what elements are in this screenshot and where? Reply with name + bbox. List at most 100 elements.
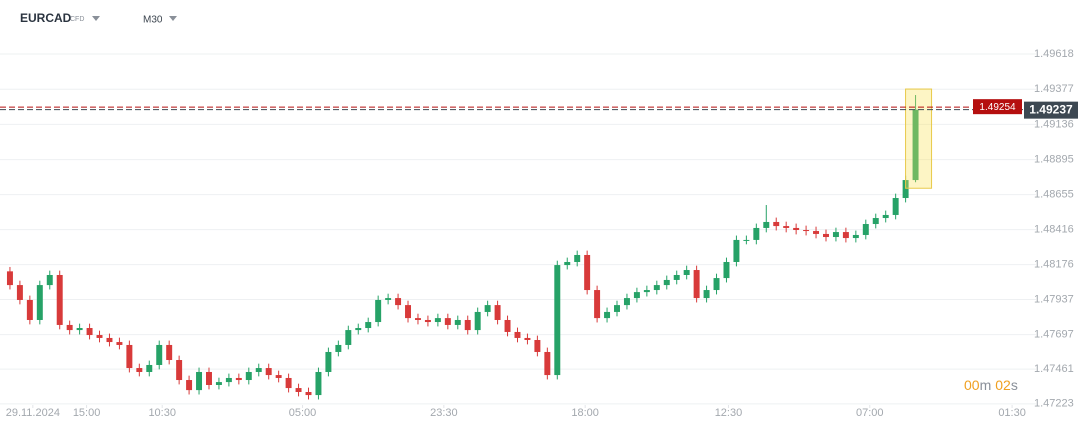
- candle-body: [225, 377, 232, 383]
- candle-body: [494, 305, 501, 320]
- candle-body: [663, 279, 670, 286]
- candle-body: [46, 274, 53, 286]
- candle-body: [66, 324, 73, 331]
- candle-body: [783, 226, 790, 228]
- candle-body: [315, 371, 322, 396]
- candle-body: [882, 214, 889, 219]
- candle-body: [26, 299, 33, 320]
- symbol-dropdown[interactable]: [92, 16, 100, 21]
- candle-body: [504, 319, 511, 332]
- candle-body: [196, 371, 203, 391]
- candle-body: [285, 377, 292, 389]
- instrument-type: CFD: [70, 16, 84, 23]
- y-tick-label: 1.49136: [1034, 118, 1074, 130]
- candle-body: [594, 290, 601, 319]
- x-tick-label: 01:30: [998, 407, 1026, 419]
- candle-body: [902, 180, 909, 199]
- candle-body: [832, 232, 839, 238]
- candle-body: [464, 319, 471, 331]
- candle-body: [554, 265, 561, 376]
- y-tick-label: 1.48416: [1034, 223, 1074, 235]
- candle-body: [265, 368, 272, 376]
- candle-body: [215, 382, 222, 385]
- candle-body: [365, 322, 372, 329]
- countdown-seconds-unit: s: [1011, 377, 1018, 393]
- candle-body: [6, 271, 13, 286]
- bid-price-box: [1024, 101, 1078, 119]
- y-tick-label: 1.48176: [1034, 259, 1074, 271]
- symbol[interactable]: EURCAD: [20, 11, 72, 25]
- candle-body: [16, 285, 23, 300]
- y-tick-label: 1.47697: [1034, 328, 1074, 340]
- countdown-seconds: 02: [995, 377, 1011, 393]
- candle-body: [116, 342, 123, 345]
- candle-body: [604, 311, 611, 319]
- candle-body: [424, 319, 431, 323]
- candle-body: [36, 285, 43, 320]
- candle-body: [136, 368, 143, 372]
- y-tick-label: 1.47461: [1034, 363, 1074, 375]
- timeframe-dropdown[interactable]: [169, 16, 177, 21]
- candle-body: [544, 351, 551, 376]
- candle-body: [852, 234, 859, 239]
- candle-body: [803, 230, 810, 232]
- candle-body: [912, 109, 919, 181]
- candle-body: [773, 221, 780, 227]
- candle-body: [126, 344, 133, 369]
- candle-body: [484, 305, 491, 312]
- y-tick-label: 1.48655: [1034, 189, 1074, 201]
- candle-body: [434, 318, 441, 323]
- x-tick-label: 05:00: [289, 407, 317, 419]
- candle-body: [892, 198, 899, 215]
- candle-body: [653, 285, 660, 291]
- candle-body: [633, 292, 640, 299]
- candle-body: [713, 278, 720, 291]
- y-tick-label: 1.49618: [1034, 48, 1074, 60]
- candle-body: [166, 344, 173, 361]
- candle-body: [813, 231, 820, 234]
- candle-body: [156, 344, 163, 365]
- countdown-minutes: 00: [964, 377, 980, 393]
- last-candle-highlight: [905, 88, 933, 189]
- candle-body: [255, 368, 262, 372]
- x-tick-label: 23:30: [430, 407, 458, 419]
- candle-body: [703, 290, 710, 299]
- candle-body: [743, 239, 750, 241]
- candle-body: [245, 371, 252, 381]
- candle-body: [106, 337, 113, 343]
- candle-body: [335, 344, 342, 352]
- candle-body: [872, 218, 879, 225]
- candle-body: [295, 388, 302, 392]
- candle-body: [444, 318, 451, 325]
- candle-body: [763, 221, 770, 228]
- bid-price-label: 1.49237: [1029, 102, 1073, 116]
- candle-body: [614, 305, 620, 312]
- candle-body: [842, 232, 849, 239]
- candle-body: [564, 261, 571, 266]
- candle-body: [96, 335, 103, 338]
- candle-body: [345, 330, 352, 345]
- candle-body: [275, 375, 282, 378]
- candle-body: [76, 328, 83, 331]
- candle-body: [176, 360, 183, 381]
- candle-body: [146, 364, 153, 372]
- candle-body: [235, 377, 242, 381]
- timeframe[interactable]: M30: [143, 15, 163, 26]
- candle-body: [395, 298, 402, 306]
- candle-body: [584, 254, 591, 291]
- candle-body: [86, 328, 93, 336]
- candle-body: [673, 274, 680, 280]
- candle-body: [723, 261, 730, 279]
- countdown-minutes-unit: m: [980, 377, 992, 393]
- y-tick-label: 1.48895: [1034, 154, 1074, 166]
- candle-body: [206, 371, 212, 385]
- candle-body: [474, 311, 481, 331]
- y-tick-label: 1.47223: [1034, 398, 1074, 410]
- candle-body: [683, 270, 690, 275]
- candle-body: [405, 305, 412, 319]
- candle-body: [186, 380, 193, 391]
- x-tick-label: 29.11.2024: [6, 407, 60, 419]
- candle-body: [375, 299, 382, 323]
